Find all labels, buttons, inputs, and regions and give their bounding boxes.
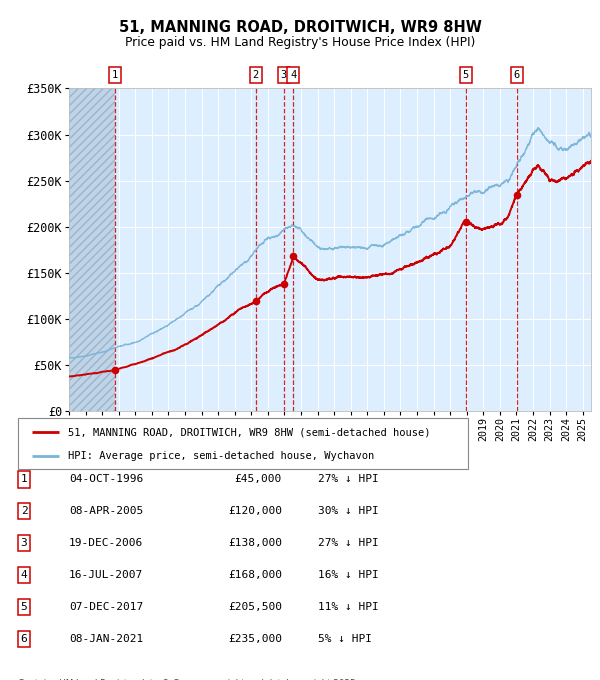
Text: 3: 3: [20, 539, 28, 548]
Text: 07-DEC-2017: 07-DEC-2017: [69, 602, 143, 612]
Text: 04-OCT-1996: 04-OCT-1996: [69, 475, 143, 484]
Text: £168,000: £168,000: [228, 571, 282, 580]
Text: 30% ↓ HPI: 30% ↓ HPI: [318, 507, 379, 516]
Text: 6: 6: [514, 70, 520, 80]
Text: 08-JAN-2021: 08-JAN-2021: [69, 634, 143, 644]
Text: 4: 4: [290, 70, 296, 80]
Text: HPI: Average price, semi-detached house, Wychavon: HPI: Average price, semi-detached house,…: [67, 452, 374, 462]
Text: 1: 1: [112, 70, 118, 80]
Text: £138,000: £138,000: [228, 539, 282, 548]
Text: 5% ↓ HPI: 5% ↓ HPI: [318, 634, 372, 644]
Text: 2: 2: [20, 507, 28, 516]
Text: 16% ↓ HPI: 16% ↓ HPI: [318, 571, 379, 580]
Text: Contains HM Land Registry data © Crown copyright and database right 2025.
This d: Contains HM Land Registry data © Crown c…: [18, 679, 358, 680]
Text: 5: 5: [463, 70, 469, 80]
Text: £205,500: £205,500: [228, 602, 282, 612]
Text: 3: 3: [281, 70, 287, 80]
Text: 16-JUL-2007: 16-JUL-2007: [69, 571, 143, 580]
Text: 2: 2: [253, 70, 259, 80]
Text: £120,000: £120,000: [228, 507, 282, 516]
Bar: [69, 88, 115, 411]
Text: 27% ↓ HPI: 27% ↓ HPI: [318, 539, 379, 548]
Text: 11% ↓ HPI: 11% ↓ HPI: [318, 602, 379, 612]
Text: 5: 5: [20, 602, 28, 612]
FancyBboxPatch shape: [18, 418, 468, 469]
Text: £235,000: £235,000: [228, 634, 282, 644]
Text: £45,000: £45,000: [235, 475, 282, 484]
Text: 51, MANNING ROAD, DROITWICH, WR9 8HW: 51, MANNING ROAD, DROITWICH, WR9 8HW: [119, 20, 481, 35]
Text: 1: 1: [20, 475, 28, 484]
Text: 08-APR-2005: 08-APR-2005: [69, 507, 143, 516]
Text: 27% ↓ HPI: 27% ↓ HPI: [318, 475, 379, 484]
Text: 4: 4: [20, 571, 28, 580]
Text: 6: 6: [20, 634, 28, 644]
Text: 19-DEC-2006: 19-DEC-2006: [69, 539, 143, 548]
Text: 51, MANNING ROAD, DROITWICH, WR9 8HW (semi-detached house): 51, MANNING ROAD, DROITWICH, WR9 8HW (se…: [67, 428, 430, 437]
Text: Price paid vs. HM Land Registry's House Price Index (HPI): Price paid vs. HM Land Registry's House …: [125, 36, 475, 50]
